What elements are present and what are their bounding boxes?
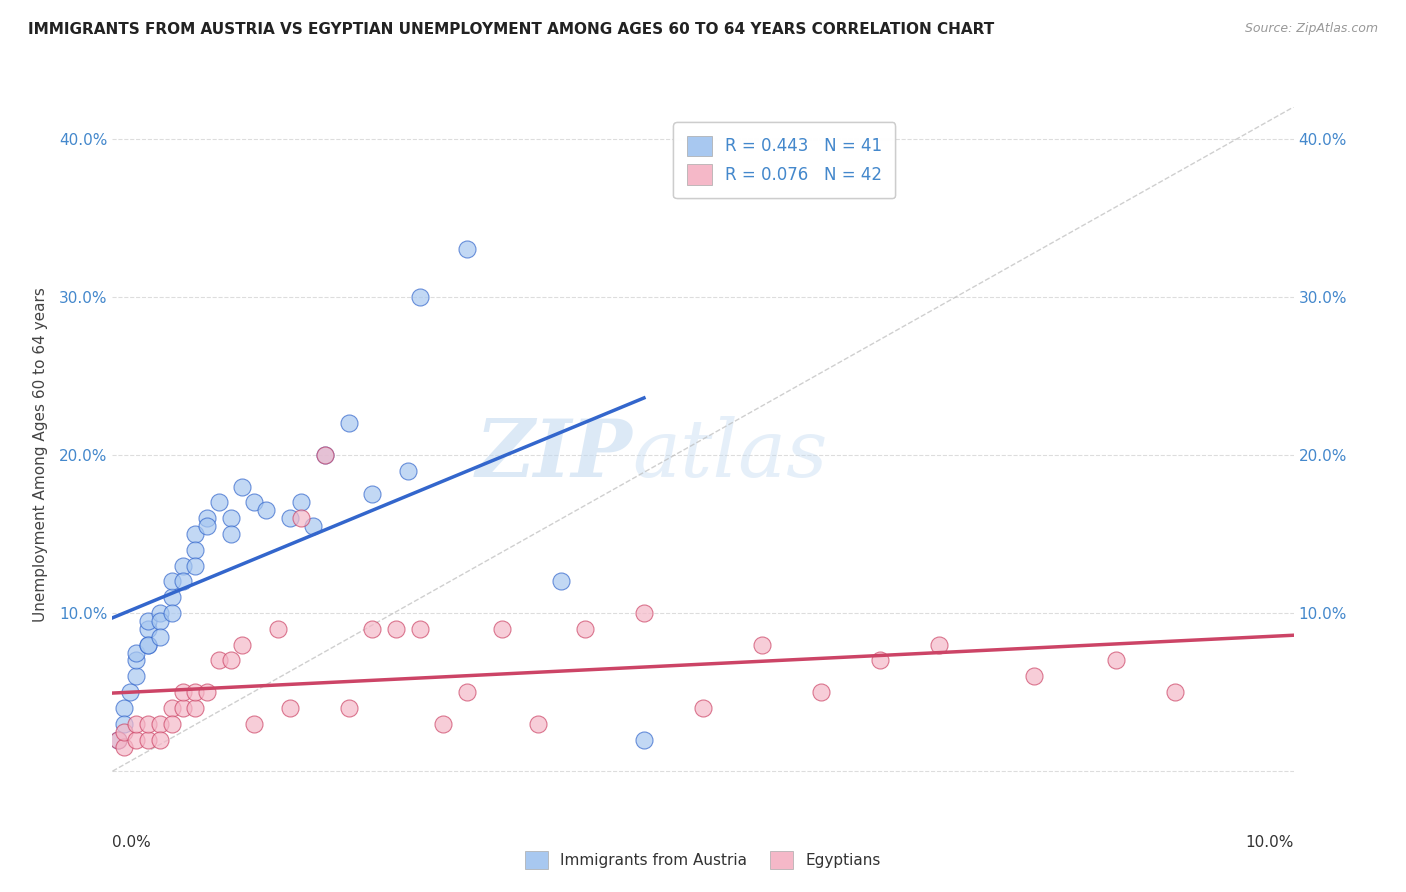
Y-axis label: Unemployment Among Ages 60 to 64 years: Unemployment Among Ages 60 to 64 years xyxy=(32,287,48,623)
Point xyxy=(112,740,135,755)
Point xyxy=(432,716,454,731)
Point xyxy=(337,417,360,431)
Point xyxy=(125,669,148,683)
Point xyxy=(136,732,159,747)
Point xyxy=(219,653,242,667)
Point xyxy=(810,685,832,699)
Point xyxy=(254,503,277,517)
Point xyxy=(385,622,408,636)
Point xyxy=(491,622,513,636)
Text: IMMIGRANTS FROM AUSTRIA VS EGYPTIAN UNEMPLOYMENT AMONG AGES 60 TO 64 YEARS CORRE: IMMIGRANTS FROM AUSTRIA VS EGYPTIAN UNEM… xyxy=(28,22,994,37)
Point xyxy=(160,716,183,731)
Point xyxy=(107,732,129,747)
Point xyxy=(120,685,142,699)
Point xyxy=(633,606,655,620)
Text: atlas: atlas xyxy=(633,417,828,493)
Point xyxy=(208,653,231,667)
Point xyxy=(149,606,172,620)
Point xyxy=(208,495,231,509)
Point xyxy=(160,701,183,715)
Point xyxy=(231,479,253,493)
Point xyxy=(633,732,655,747)
Point xyxy=(149,716,172,731)
Point xyxy=(125,732,148,747)
Point xyxy=(396,464,419,478)
Point xyxy=(112,724,135,739)
Text: 0.0%: 0.0% xyxy=(112,836,152,850)
Point xyxy=(219,511,242,525)
Point xyxy=(195,511,218,525)
Point xyxy=(314,448,336,462)
Text: 10.0%: 10.0% xyxy=(1246,836,1294,850)
Point xyxy=(408,622,430,636)
Point xyxy=(160,574,183,589)
Point xyxy=(172,685,194,699)
Point xyxy=(136,638,159,652)
Point xyxy=(184,527,207,541)
Point xyxy=(136,622,159,636)
Point xyxy=(456,243,478,257)
Point xyxy=(278,511,301,525)
Point xyxy=(112,701,135,715)
Point xyxy=(314,448,336,462)
Point xyxy=(290,495,312,509)
Point xyxy=(456,685,478,699)
Point xyxy=(361,622,384,636)
Point xyxy=(172,701,194,715)
Point xyxy=(1164,685,1187,699)
Point xyxy=(751,638,773,652)
Point xyxy=(219,527,242,541)
Point xyxy=(302,519,325,533)
Point xyxy=(195,519,218,533)
Point xyxy=(267,622,290,636)
Point xyxy=(160,606,183,620)
Point xyxy=(184,558,207,573)
Point xyxy=(361,487,384,501)
Point xyxy=(149,732,172,747)
Point xyxy=(125,653,148,667)
Point xyxy=(1022,669,1045,683)
Point xyxy=(184,701,207,715)
Text: Source: ZipAtlas.com: Source: ZipAtlas.com xyxy=(1244,22,1378,36)
Point xyxy=(231,638,253,652)
Point xyxy=(290,511,312,525)
Point xyxy=(243,495,266,509)
Point xyxy=(136,614,159,628)
Point xyxy=(692,701,714,715)
Point xyxy=(172,558,194,573)
Point xyxy=(928,638,950,652)
Point xyxy=(184,542,207,557)
Point xyxy=(107,732,129,747)
Point xyxy=(184,685,207,699)
Point xyxy=(278,701,301,715)
Point xyxy=(160,591,183,605)
Point xyxy=(574,622,596,636)
Point xyxy=(1105,653,1128,667)
Point xyxy=(337,701,360,715)
Point xyxy=(195,685,218,699)
Point xyxy=(550,574,572,589)
Point xyxy=(112,716,135,731)
Point xyxy=(136,638,159,652)
Legend: Immigrants from Austria, Egyptians: Immigrants from Austria, Egyptians xyxy=(519,845,887,875)
Point xyxy=(243,716,266,731)
Point xyxy=(869,653,891,667)
Point xyxy=(149,614,172,628)
Point xyxy=(408,290,430,304)
Point xyxy=(526,716,548,731)
Point xyxy=(125,716,148,731)
Point xyxy=(149,630,172,644)
Point xyxy=(172,574,194,589)
Point xyxy=(136,716,159,731)
Text: ZIP: ZIP xyxy=(475,417,633,493)
Legend: R = 0.443   N = 41, R = 0.076   N = 42: R = 0.443 N = 41, R = 0.076 N = 42 xyxy=(673,122,896,198)
Point xyxy=(125,646,148,660)
